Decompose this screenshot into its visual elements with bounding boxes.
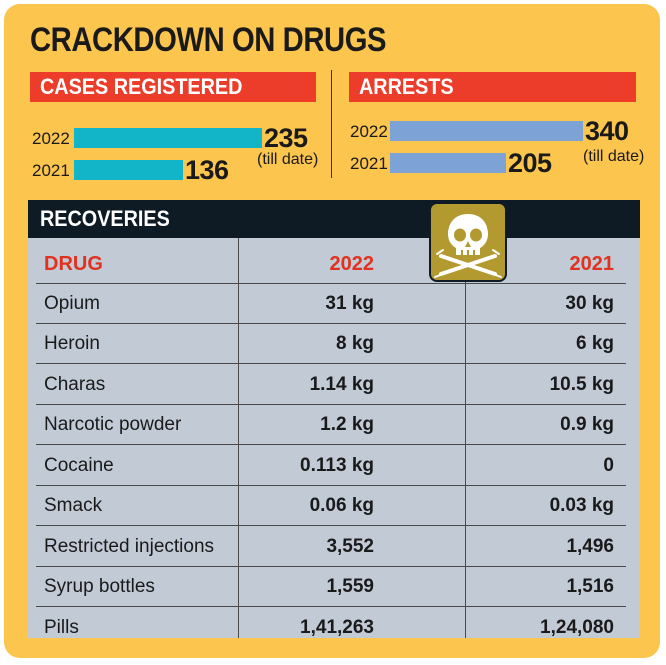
cases-value-2022: 235	[264, 123, 308, 153]
arrests-value-2022: 340	[585, 116, 629, 146]
arrests-year-2021: 2021	[350, 154, 388, 173]
drug-name: Opium	[44, 293, 100, 314]
cases-value-2021: 136	[185, 155, 229, 185]
value-2022: 3,552	[326, 536, 374, 557]
cases-bar-2022	[74, 128, 262, 148]
cases-year-2022: 2022	[32, 129, 70, 148]
value-2021: 1,496	[566, 536, 614, 557]
table-row: Cocaine 0.113 kg 0	[28, 446, 640, 486]
arrests-till-date-note: (till date)	[583, 148, 645, 165]
value-2022: 1,41,263	[300, 617, 374, 638]
recoveries-header: RECOVERIES	[28, 200, 640, 238]
drug-name: Cocaine	[44, 455, 114, 476]
value-2021: 0.9 kg	[560, 414, 614, 435]
drug-name: Restricted injections	[44, 536, 215, 557]
table-row: Charas 1.14 kg 10.5 kg	[28, 365, 640, 405]
infographic-card: CRACKDOWN ON DRUGS CASES REGISTERED ARRE…	[4, 4, 660, 658]
table-row: Pills 1,41,263 1,24,080	[28, 608, 640, 648]
value-2021: 10.5 kg	[549, 374, 614, 395]
value-2022: 1.14 kg	[309, 374, 374, 395]
column-divider	[238, 238, 239, 638]
drug-name: Syrup bottles	[44, 576, 155, 597]
header-drug: DRUG	[44, 253, 103, 275]
table-row: Restricted injections 3,552 1,496	[28, 527, 640, 567]
cases-year-2021: 2021	[32, 161, 70, 180]
recoveries-table: DRUG 2022 2021 Opium 31 kg 30 kg Heroin …	[28, 238, 640, 638]
value-2022: 0.113 kg	[300, 455, 374, 476]
table-row: Opium 31 kg 30 kg	[28, 284, 640, 324]
value-2022: 0.06 kg	[309, 495, 374, 516]
page-title: CRACKDOWN ON DRUGS	[30, 21, 387, 59]
table-row: Narcotic powder 1.2 kg 0.9 kg	[28, 405, 640, 445]
drug-name: Heroin	[44, 333, 100, 354]
cases-header: CASES REGISTERED	[30, 72, 316, 102]
value-2022: 1.2 kg	[320, 414, 374, 435]
value-2022: 8 kg	[335, 333, 374, 354]
header-2021: 2021	[569, 253, 615, 275]
value-2022: 31 kg	[325, 293, 374, 314]
cases-bar-2021	[74, 160, 183, 180]
value-2021: 1,24,080	[540, 617, 614, 638]
column-divider	[465, 238, 466, 638]
header-2022: 2022	[329, 253, 375, 275]
arrests-value-2021: 205	[508, 148, 552, 178]
drug-name: Charas	[44, 374, 106, 395]
arrests-header: ARRESTS	[349, 72, 636, 102]
table-row: Heroin 8 kg 6 kg	[28, 324, 640, 364]
value-2021: 6 kg	[575, 333, 614, 354]
drug-name: Narcotic powder	[44, 414, 182, 435]
value-2022: 1,559	[326, 576, 374, 597]
value-2021: 0	[603, 455, 614, 476]
arrests-year-2022: 2022	[350, 122, 388, 141]
arrests-bar-2022	[390, 121, 583, 141]
table-row: Smack 0.06 kg 0.03 kg	[28, 486, 640, 526]
value-2021: 1,516	[566, 576, 614, 597]
skull-crossed-syringes-icon	[429, 202, 507, 282]
section-divider	[331, 70, 332, 178]
table-header-row: DRUG 2022 2021	[28, 244, 640, 284]
value-2021: 30 kg	[565, 293, 614, 314]
drug-name: Smack	[44, 495, 103, 516]
value-2021: 0.03 kg	[549, 495, 614, 516]
drug-name: Pills	[44, 617, 79, 638]
arrests-bar-2021	[390, 153, 506, 173]
cases-till-date-note: (till date)	[257, 151, 319, 168]
table-row: Syrup bottles 1,559 1,516	[28, 567, 640, 607]
